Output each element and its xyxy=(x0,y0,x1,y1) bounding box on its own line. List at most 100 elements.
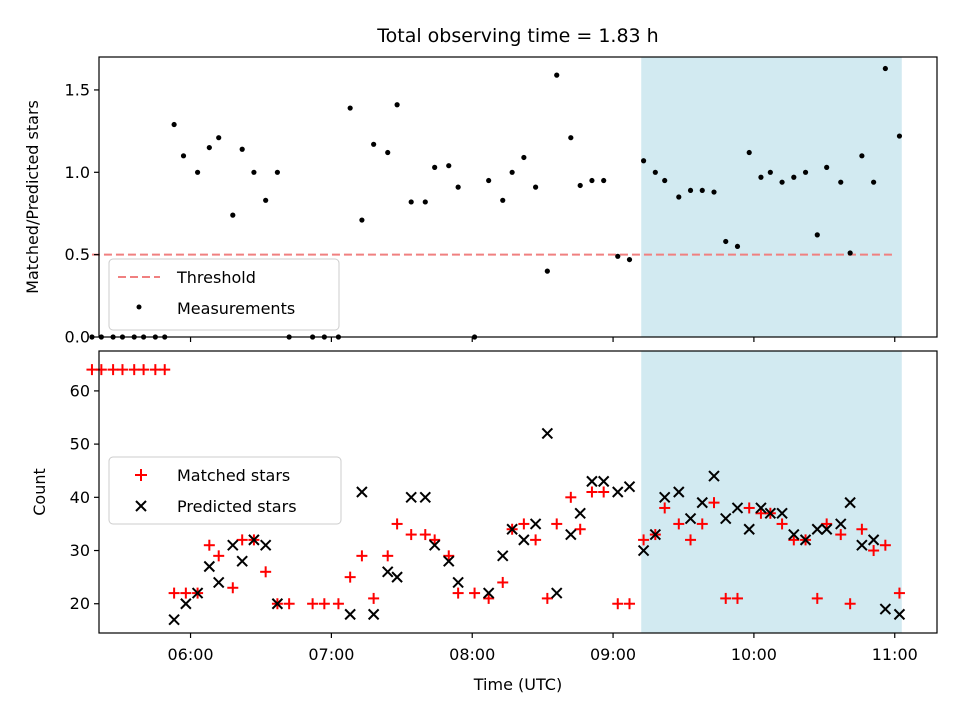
matched-star-point xyxy=(128,364,140,376)
y-tick-label: 20 xyxy=(70,594,90,613)
measurement-point xyxy=(746,149,752,156)
legend-predicted-label: Predicted stars xyxy=(177,497,297,516)
matched-star-point xyxy=(283,598,295,610)
matched-star-point xyxy=(405,529,417,541)
predicted-star-point xyxy=(788,528,800,541)
matched-star-point xyxy=(483,592,495,604)
predicted-stars-series xyxy=(168,427,906,626)
matched-star-point xyxy=(743,502,755,514)
measurement-point xyxy=(171,121,177,128)
measurement-point xyxy=(230,212,236,218)
matched-star-point xyxy=(835,529,847,541)
predicted-star-point xyxy=(180,598,192,610)
measurement-point xyxy=(589,177,595,184)
measurements-legend-swatch xyxy=(136,304,142,310)
matched-star-point xyxy=(429,534,441,546)
matched-star-point xyxy=(685,534,697,546)
matched-star-point xyxy=(565,491,577,503)
matched-star-point xyxy=(497,576,509,588)
predicted-star-point xyxy=(637,544,650,557)
matched-star-point xyxy=(821,518,833,530)
matched-star-point xyxy=(720,592,732,604)
predicted-star-point xyxy=(271,598,284,610)
predicted-star-point xyxy=(586,475,598,488)
matched-star-point xyxy=(518,518,530,530)
matched-star-point xyxy=(382,550,394,562)
measurement-point xyxy=(758,174,764,180)
predicted-star-point xyxy=(879,603,892,615)
matched-star-point xyxy=(755,507,767,519)
measurement-point xyxy=(767,169,773,175)
matched-star-point xyxy=(344,571,356,583)
measurement-point xyxy=(723,238,729,245)
x-axis-label: Time (UTC) xyxy=(473,675,562,694)
matched-star-point xyxy=(598,486,610,498)
y-tick-label: 40 xyxy=(70,488,90,507)
measurement-point xyxy=(500,197,506,203)
measurement-point xyxy=(486,177,492,184)
matched-star-point xyxy=(638,534,650,546)
matched-star-point xyxy=(203,539,215,551)
measurement-point xyxy=(194,169,201,175)
y-tick-label: 0.5 xyxy=(65,245,90,264)
predicted-star-point xyxy=(820,523,833,535)
predicted-star-point xyxy=(382,566,394,578)
measurement-point xyxy=(859,153,865,159)
predicted-star-point xyxy=(623,480,636,493)
matched-star-point xyxy=(586,486,598,498)
chart-title: Total observing time = 1.83 h xyxy=(376,25,658,47)
predicted-star-point xyxy=(597,475,610,488)
predicted-star-point xyxy=(236,555,248,567)
predicted-star-point xyxy=(696,496,708,509)
matched-stars-series xyxy=(86,364,905,610)
matched-star-point xyxy=(673,518,685,530)
y-tick-label: 1.0 xyxy=(65,163,90,182)
measurement-point xyxy=(385,149,391,156)
predicted-star-point xyxy=(764,507,777,519)
predicted-star-point xyxy=(405,491,417,504)
measurement-point xyxy=(568,135,574,141)
predicted-star-point xyxy=(541,427,554,440)
top-legend-frame xyxy=(108,258,340,331)
predicted-star-point xyxy=(213,576,225,589)
measurement-point xyxy=(446,163,452,169)
measurement-point xyxy=(251,169,257,175)
measurement-point xyxy=(814,232,820,238)
predicted-star-point xyxy=(506,523,518,535)
matched-star-point xyxy=(452,587,464,599)
x-tick-label: 11:00 xyxy=(872,645,918,664)
matched-star-point xyxy=(708,497,720,509)
matched-star-point xyxy=(844,598,856,610)
matched-star-point xyxy=(159,364,171,376)
measurement-point xyxy=(216,135,222,141)
predicted-star-point xyxy=(168,613,180,626)
legend-threshold-label: Threshold xyxy=(176,268,256,287)
matched-star-point xyxy=(419,529,431,541)
measurement-point xyxy=(687,187,694,194)
matched-star-point xyxy=(612,598,624,610)
matched-star-point xyxy=(541,592,553,604)
bottom-legend-frame xyxy=(108,456,342,525)
predicted-star-point xyxy=(720,512,732,525)
bottom-y-ticks: 20 30 40 50 60 xyxy=(70,381,99,613)
top-x-ticks xyxy=(189,337,896,342)
matched-star-point xyxy=(551,518,563,530)
predicted-star-point xyxy=(659,491,671,504)
legend-matched-label: Matched stars xyxy=(177,466,290,485)
predicted-star-point xyxy=(684,512,697,525)
matched-star-point xyxy=(856,523,868,535)
measurement-point xyxy=(652,169,658,175)
predicted-star-point xyxy=(574,507,586,519)
matched-star-point xyxy=(260,566,272,578)
matched-star-point xyxy=(659,502,671,514)
measurement-point xyxy=(371,141,377,147)
y-tick-label: 60 xyxy=(70,381,90,400)
measurement-point xyxy=(640,158,647,164)
measurement-point xyxy=(577,182,583,189)
measurement-point xyxy=(779,179,785,185)
predicted-star-point xyxy=(565,528,577,541)
matched-star-point xyxy=(332,598,344,610)
predicted-star-point xyxy=(776,507,788,519)
matched-star-point xyxy=(227,582,239,594)
